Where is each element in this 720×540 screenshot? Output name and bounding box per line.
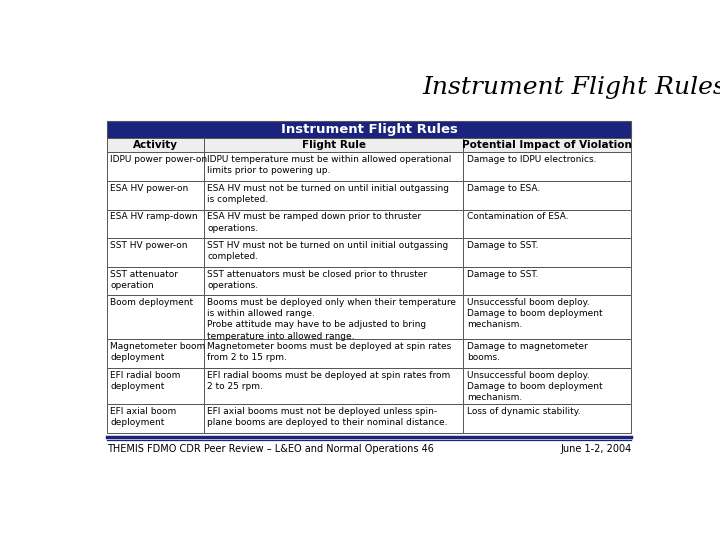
Text: Unsuccessful boom deploy.
Damage to boom deployment
mechanism.: Unsuccessful boom deploy. Damage to boom… xyxy=(467,371,603,402)
Bar xyxy=(464,339,631,368)
Bar xyxy=(107,210,204,238)
Bar xyxy=(204,267,464,295)
Bar xyxy=(204,368,464,404)
Bar xyxy=(107,339,204,368)
Text: Instrument Flight Rules: Instrument Flight Rules xyxy=(422,76,720,99)
Text: SST HV must not be turned on until initial outgassing
completed.: SST HV must not be turned on until initi… xyxy=(207,241,449,261)
Text: ESA HV must not be turned on until initial outgassing
is completed.: ESA HV must not be turned on until initi… xyxy=(207,184,449,204)
Bar xyxy=(464,404,631,433)
Text: SST attenuators must be closed prior to thruster
operations.: SST attenuators must be closed prior to … xyxy=(207,269,427,290)
Text: Boom deployment: Boom deployment xyxy=(110,298,193,307)
Text: Loss of dynamic stability.: Loss of dynamic stability. xyxy=(467,407,580,416)
Text: Damage to IDPU electronics.: Damage to IDPU electronics. xyxy=(467,155,596,164)
Text: ESA HV must be ramped down prior to thruster
operations.: ESA HV must be ramped down prior to thru… xyxy=(207,212,421,233)
Text: Damage to SST.: Damage to SST. xyxy=(467,269,539,279)
Bar xyxy=(107,238,204,267)
Text: Damage to ESA.: Damage to ESA. xyxy=(467,184,540,193)
Text: Contamination of ESA.: Contamination of ESA. xyxy=(467,212,568,221)
Bar xyxy=(107,181,204,210)
Bar xyxy=(464,368,631,404)
Bar xyxy=(464,295,631,339)
Bar xyxy=(107,267,204,295)
Bar xyxy=(204,181,464,210)
Text: Booms must be deployed only when their temperature
is within allowed range.
Prob: Booms must be deployed only when their t… xyxy=(207,298,456,341)
Bar xyxy=(464,152,631,181)
Text: Instrument Flight Rules: Instrument Flight Rules xyxy=(281,123,457,136)
Text: Magnetometer boom
deployment: Magnetometer boom deployment xyxy=(110,342,205,362)
Bar xyxy=(107,121,631,138)
Text: Activity: Activity xyxy=(132,140,178,150)
Text: IDPU temperature must be within allowed operational
limits prior to powering up.: IDPU temperature must be within allowed … xyxy=(207,155,451,176)
Text: Magnetometer booms must be deployed at spin rates
from 2 to 15 rpm.: Magnetometer booms must be deployed at s… xyxy=(207,342,451,362)
Text: ESA HV ramp-down: ESA HV ramp-down xyxy=(110,212,198,221)
Bar xyxy=(464,267,631,295)
Text: Damage to magnetometer
booms.: Damage to magnetometer booms. xyxy=(467,342,588,362)
Text: SST HV power-on: SST HV power-on xyxy=(110,241,188,250)
Bar xyxy=(107,368,204,404)
Bar xyxy=(464,238,631,267)
Bar xyxy=(107,152,204,181)
Text: EFI radial boom
deployment: EFI radial boom deployment xyxy=(110,371,181,391)
Bar xyxy=(204,404,464,433)
Text: June 1-2, 2004: June 1-2, 2004 xyxy=(560,444,631,455)
Text: EFI axial boom
deployment: EFI axial boom deployment xyxy=(110,407,176,427)
Text: ESA HV power-on: ESA HV power-on xyxy=(110,184,189,193)
Text: Unsuccessful boom deploy.
Damage to boom deployment
mechanism.: Unsuccessful boom deploy. Damage to boom… xyxy=(467,298,603,329)
Bar xyxy=(107,404,204,433)
Bar xyxy=(204,238,464,267)
Bar xyxy=(107,295,204,339)
Bar xyxy=(204,339,464,368)
Bar xyxy=(107,138,204,152)
Text: IDPU power power-on: IDPU power power-on xyxy=(110,155,207,164)
Bar xyxy=(464,138,631,152)
Bar xyxy=(204,210,464,238)
Bar xyxy=(464,181,631,210)
Text: Potential Impact of Violation: Potential Impact of Violation xyxy=(462,140,632,150)
Text: EFI axial booms must not be deployed unless spin-
plane booms are deployed to th: EFI axial booms must not be deployed unl… xyxy=(207,407,448,427)
Text: EFI radial booms must be deployed at spin rates from
2 to 25 rpm.: EFI radial booms must be deployed at spi… xyxy=(207,371,451,391)
Text: Damage to SST.: Damage to SST. xyxy=(467,241,539,250)
Text: SST attenuator
operation: SST attenuator operation xyxy=(110,269,178,290)
Bar xyxy=(204,152,464,181)
Text: Flight Rule: Flight Rule xyxy=(302,140,366,150)
Bar xyxy=(204,295,464,339)
Text: THEMIS FDMO CDR Peer Review – L&EO and Normal Operations 46: THEMIS FDMO CDR Peer Review – L&EO and N… xyxy=(107,444,433,455)
Bar xyxy=(204,138,464,152)
Bar xyxy=(464,210,631,238)
